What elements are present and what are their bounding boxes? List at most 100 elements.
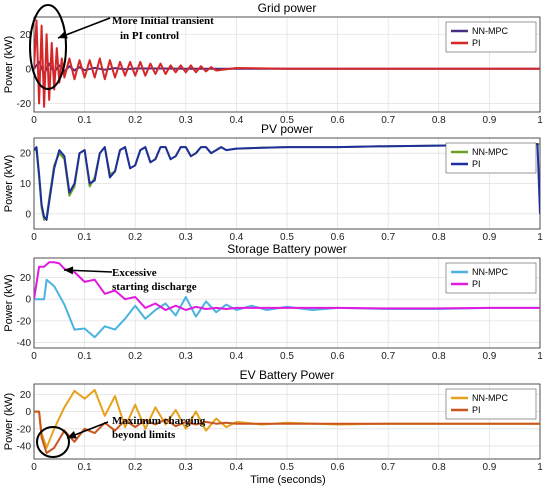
y-tick-label: 0 xyxy=(25,295,31,306)
y-tick-label: 20 xyxy=(20,390,32,401)
panel-title: Storage Battery power xyxy=(227,242,346,256)
x-tick-label: 0.2 xyxy=(128,115,142,126)
annotation-text: in PI control xyxy=(120,30,179,42)
x-tick-label: 0.8 xyxy=(432,115,446,126)
legend: NN-MPC PI xyxy=(445,388,537,420)
y-axis-label: Power (kW) xyxy=(3,393,15,450)
x-tick-label: 0.5 xyxy=(280,351,294,362)
y-tick-label: 0 xyxy=(25,64,31,75)
x-tick-label: 0.1 xyxy=(78,115,92,126)
arrow-head xyxy=(58,31,68,39)
y-tick-label: -20 xyxy=(17,99,32,110)
x-tick-label: 1 xyxy=(537,232,543,243)
annotation-text: Excessive xyxy=(112,267,157,279)
legend-box xyxy=(445,21,537,53)
x-tick-label: 0.9 xyxy=(482,351,496,362)
x-tick-label: 0.7 xyxy=(381,115,395,126)
legend: NN-MPC PI xyxy=(445,142,537,174)
annotation-text: More Initial transient xyxy=(112,15,214,27)
panel-title: EV Battery Power xyxy=(240,368,335,382)
panel-3: 0 0.1 0.2 0.3 0.4 0.5 0.6 0.7 0.8 0.9 1 -40 -20 0 20 St… xyxy=(3,242,543,362)
y-tick-label: 10 xyxy=(20,179,32,190)
x-tick-label: 0 xyxy=(31,232,37,243)
x-tick-label: 0.8 xyxy=(432,351,446,362)
x-tick-label: 0.9 xyxy=(482,232,496,243)
x-tick-label: 0.4 xyxy=(229,351,243,362)
y-tick-label: 20 xyxy=(20,149,32,160)
y-tick-label: -20 xyxy=(17,424,32,435)
x-tick-label: 0.8 xyxy=(432,232,446,243)
x-tick-label: 0.3 xyxy=(179,351,193,362)
x-tick-label: 0.2 xyxy=(128,351,142,362)
legend: NN-MPC PI xyxy=(445,21,537,53)
y-axis-label: Power (kW) xyxy=(3,36,15,93)
x-tick-label: 0.9 xyxy=(482,115,496,126)
series-group xyxy=(34,389,540,454)
highlight-ellipse xyxy=(36,426,70,458)
y-tick-label: 20 xyxy=(20,30,32,41)
x-tick-label: 0.5 xyxy=(280,115,294,126)
x-axis-label: Time (seconds) xyxy=(250,474,325,486)
x-tick-label: 0 xyxy=(31,115,37,126)
series-group xyxy=(34,19,540,108)
y-tick-label: -40 xyxy=(17,338,32,349)
x-tick-label: 0.4 xyxy=(229,462,243,473)
annotation-text: starting discharge xyxy=(112,281,197,293)
legend-label: PI xyxy=(472,159,481,169)
y-tick-label: 20 xyxy=(20,273,32,284)
annotation-text: Maximum charging xyxy=(112,415,206,427)
series-line-pi xyxy=(34,19,540,108)
panel-4: 0 0.1 0.2 0.3 0.4 0.5 0.6 0.7 0.8 0.9 1 -40 -20 0 20 EV… xyxy=(3,368,543,473)
highlight-ellipse xyxy=(29,4,67,90)
x-tick-label: 0.5 xyxy=(280,232,294,243)
x-tick-label: 0.5 xyxy=(280,462,294,473)
arrow-head xyxy=(64,266,74,275)
x-tick-label: 1 xyxy=(537,462,543,473)
x-tick-label: 0.4 xyxy=(229,115,243,126)
x-tick-label: 0.6 xyxy=(331,115,345,126)
x-tick-label: 0 xyxy=(31,351,37,362)
x-tick-label: 0.7 xyxy=(381,351,395,362)
legend-box xyxy=(445,388,537,420)
x-tick-label: 0.1 xyxy=(78,351,92,362)
legend-box xyxy=(445,262,537,294)
x-tick-label: 1 xyxy=(537,115,543,126)
panel-title: Grid power xyxy=(258,1,317,15)
x-tick-label: 1 xyxy=(537,351,543,362)
series-line-pi xyxy=(34,143,540,221)
x-tick-label: 0.9 xyxy=(482,462,496,473)
x-tick-label: 0 xyxy=(31,462,37,473)
legend-label: PI xyxy=(472,405,481,415)
series-group xyxy=(34,143,540,221)
legend-label: NN-MPC xyxy=(472,26,508,36)
arrow-head xyxy=(67,431,77,439)
legend-label: NN-MPC xyxy=(472,267,508,277)
series-group xyxy=(34,261,540,339)
y-axis-label: Power (kW) xyxy=(3,274,15,331)
x-tick-label: 0.4 xyxy=(229,232,243,243)
y-tick-label: -40 xyxy=(17,442,32,453)
panel-title: PV power xyxy=(261,122,313,136)
legend-box xyxy=(445,142,537,174)
x-tick-label: 0.6 xyxy=(331,462,345,473)
annotation-1: More Initial transient in PI control xyxy=(29,4,214,90)
x-tick-label: 0.2 xyxy=(128,232,142,243)
legend: NN-MPC PI xyxy=(445,262,537,294)
y-tick-label: 0 xyxy=(25,209,31,220)
x-tick-label: 0.3 xyxy=(179,115,193,126)
x-tick-label: 0.6 xyxy=(331,232,345,243)
y-tick-label: -20 xyxy=(17,316,32,327)
y-tick-label: 0 xyxy=(25,407,31,418)
annotation-text: beyond limits xyxy=(112,429,176,441)
axes-frame xyxy=(33,137,541,230)
series-line-pi xyxy=(34,261,540,311)
legend-label: NN-MPC xyxy=(472,393,508,403)
x-tick-label: 0.8 xyxy=(432,462,446,473)
annotation-2: Excessive starting discharge xyxy=(63,266,197,293)
axes-frame xyxy=(33,383,541,460)
x-tick-label: 0.1 xyxy=(78,462,92,473)
annotation-arrow xyxy=(57,17,111,39)
series-line-nn-mpc xyxy=(34,278,540,339)
